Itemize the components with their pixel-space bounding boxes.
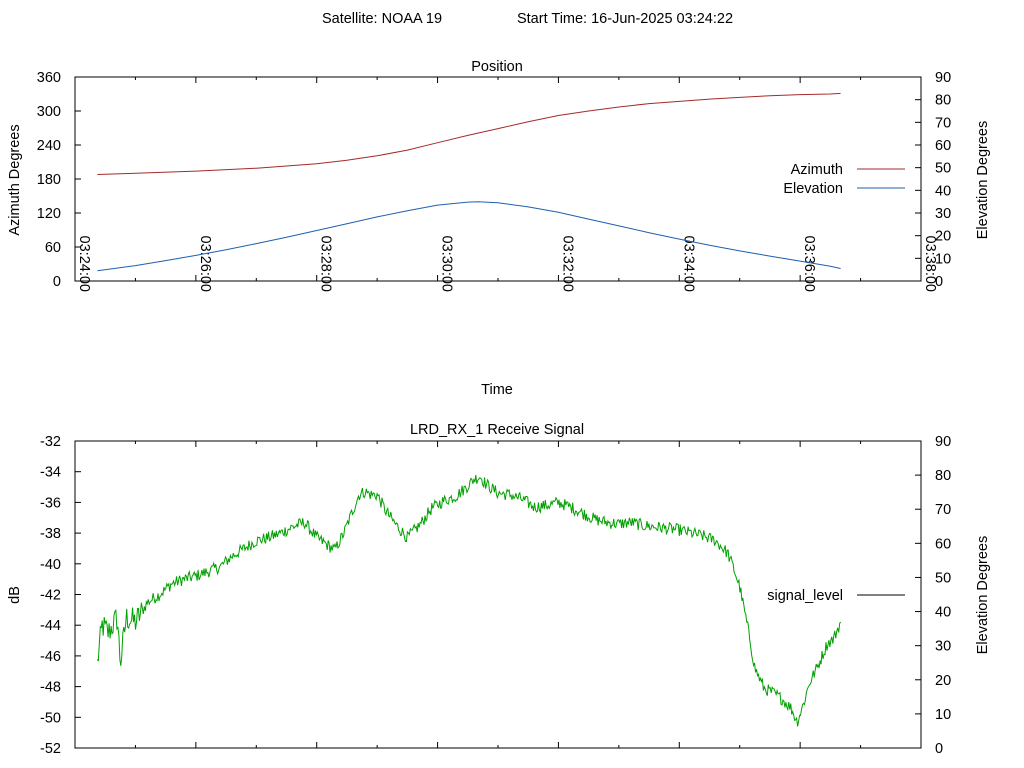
elevation-tick-label: 30 <box>935 206 951 222</box>
elevation-tick-label: 80 <box>935 93 951 109</box>
db-tick-label: -40 <box>40 557 61 573</box>
elevation-tick-label: 30 <box>935 639 951 655</box>
position-x-axis-label: Time <box>481 382 513 398</box>
elevation-tick-label: 90 <box>935 434 951 450</box>
db-tick-label: -48 <box>40 680 61 696</box>
db-tick-label: -50 <box>40 710 61 726</box>
azimuth-series-line <box>97 92 841 175</box>
time-tick-label: 03:24:00 <box>76 236 92 292</box>
elevation-tick-label: 50 <box>935 570 951 586</box>
time-tick-label: 03:36:00 <box>801 236 817 292</box>
signal-level-series-line <box>96 474 842 727</box>
legend-elevation-label: Elevation <box>783 181 843 197</box>
signal-ticks: -32 -34 -36 -38 -40 -42 -44 -46 -48 -50 -52 0 10 20 30… <box>40 434 951 757</box>
db-tick-label: -38 <box>40 526 61 542</box>
azimuth-tick-label: 60 <box>45 240 61 256</box>
elevation-tick-label: 50 <box>935 161 951 177</box>
elevation-tick-label: 90 <box>935 70 951 86</box>
elevation-tick-label: 10 <box>935 707 951 723</box>
legend-signal-label: signal_level <box>767 588 843 604</box>
elevation-tick-label: 70 <box>935 115 951 131</box>
position-chart: Position Time Azimuth Degrees Elevation … <box>7 59 991 398</box>
elevation-tick-label: 0 <box>935 274 943 290</box>
azimuth-tick-label: 360 <box>37 70 61 86</box>
azimuth-tick-label: 300 <box>37 104 61 120</box>
elevation-tick-label: 60 <box>935 536 951 552</box>
azimuth-axis-label: Azimuth Degrees <box>7 124 23 235</box>
azimuth-tick-label: 120 <box>37 206 61 222</box>
db-tick-label: -52 <box>40 741 61 757</box>
db-tick-label: -34 <box>40 465 61 481</box>
elevation-tick-label: 80 <box>935 468 951 484</box>
time-tick-label: 03:30:00 <box>439 236 455 292</box>
legend-azimuth-label: Azimuth <box>791 162 843 178</box>
elevation-tick-label: 40 <box>935 183 951 199</box>
time-tick-label: 03:38:00 <box>922 236 938 292</box>
elevation-tick-label: 10 <box>935 251 951 267</box>
db-tick-label: -32 <box>40 434 61 450</box>
time-tick-label: 03:34:00 <box>680 236 696 292</box>
elevation-tick-label: 40 <box>935 605 951 621</box>
position-ticks: 0 60 120 180 240 300 360 0 10 20 30 40 50 60 70 80 90 03:… <box>37 70 951 292</box>
elevation-tick-label: 20 <box>935 229 951 245</box>
position-chart-title: Position <box>471 59 523 75</box>
time-tick-label: 03:26:00 <box>197 236 213 292</box>
satellite-label: Satellite: NOAA 19 <box>322 11 442 27</box>
signal-chart: LRD_RX_1 Receive Signal dB Elevation Deg… <box>7 422 991 757</box>
db-tick-label: -36 <box>40 495 61 511</box>
elevation-tick-label: 60 <box>935 138 951 154</box>
azimuth-tick-label: 180 <box>37 172 61 188</box>
elevation-tick-label: 70 <box>935 502 951 518</box>
signal-elevation-axis-label: Elevation Degrees <box>975 536 991 655</box>
elevation-tick-label: 0 <box>935 741 943 757</box>
time-tick-label: 03:28:00 <box>318 236 334 292</box>
db-tick-label: -44 <box>40 618 61 634</box>
start-time-label: Start Time: 16-Jun-2025 03:24:22 <box>517 11 733 27</box>
azimuth-tick-label: 240 <box>37 138 61 154</box>
elevation-series-line <box>97 201 841 272</box>
azimuth-tick-label: 0 <box>53 274 61 290</box>
db-axis-label: dB <box>7 586 23 604</box>
position-elevation-axis-label: Elevation Degrees <box>975 121 991 240</box>
db-tick-label: -46 <box>40 649 61 665</box>
db-tick-label: -42 <box>40 588 61 604</box>
time-tick-label: 03:32:00 <box>559 236 575 292</box>
signal-chart-title: LRD_RX_1 Receive Signal <box>410 422 584 438</box>
elevation-tick-label: 20 <box>935 673 951 689</box>
